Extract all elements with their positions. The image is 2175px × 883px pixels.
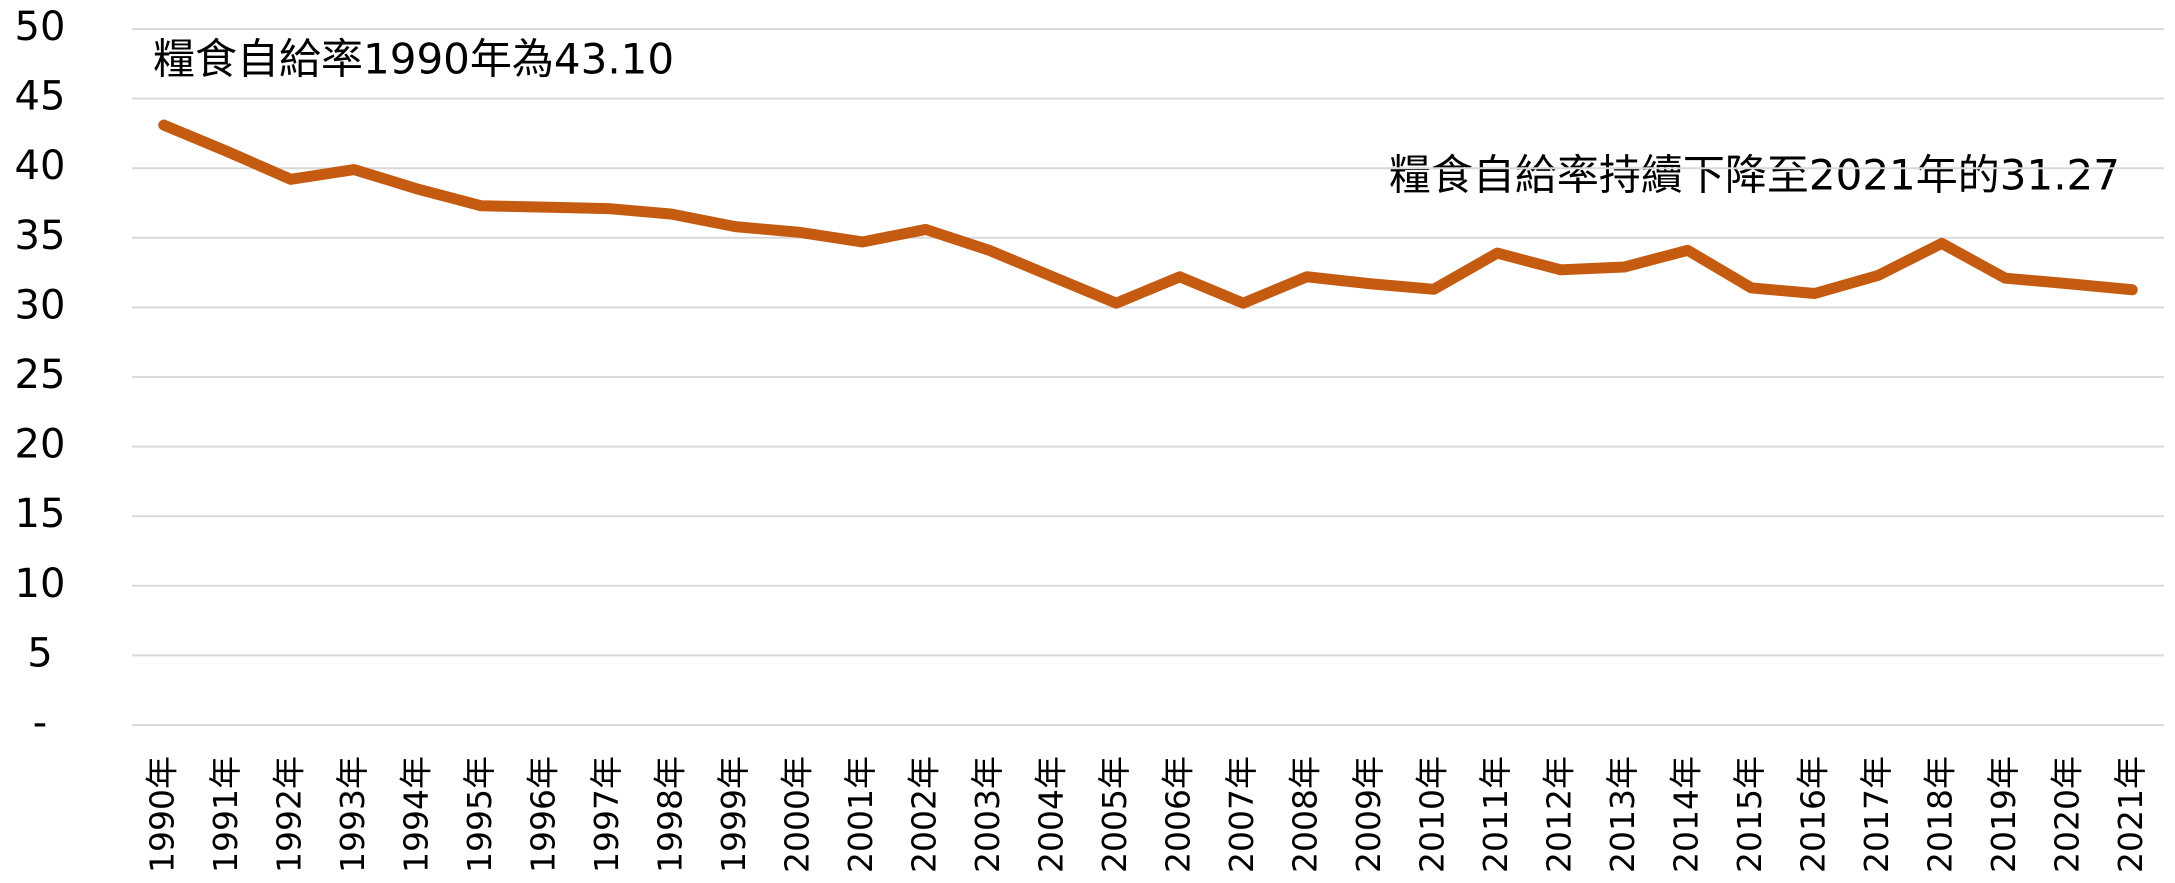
x-tick-label: 2014年	[1666, 756, 1705, 873]
x-tick-label: 1999年	[714, 756, 753, 873]
x-tick-label: 2019年	[1984, 756, 2023, 873]
y-tick-label: 45	[15, 74, 66, 120]
x-tick-label: 2011年	[1476, 756, 1515, 873]
x-tick-label: 2010年	[1412, 756, 1451, 873]
x-tick-label: 2012年	[1539, 756, 1578, 873]
annotation: 糧食自給率1990年為43.10	[153, 35, 674, 84]
x-tick-label: 2001年	[841, 756, 880, 873]
x-tick-label: 2004年	[1031, 756, 1070, 873]
x-tick-label: 1992年	[269, 756, 308, 873]
x-tick-label: 1996年	[523, 756, 562, 873]
x-tick-label: 1997年	[587, 756, 626, 873]
line	[158, 119, 2138, 309]
x-tick-label: 2017年	[1857, 756, 1896, 873]
x-tick-label: 1994年	[396, 756, 435, 873]
x-tick-label: 1995年	[460, 756, 499, 873]
x-tick-label: 1990年	[142, 756, 181, 873]
x-tick-label: 2003年	[968, 756, 1007, 873]
x-tick-label: 2002年	[904, 756, 943, 873]
y-tick-label: 50	[15, 4, 66, 50]
x-tick-label: 1998年	[650, 756, 689, 873]
x-tick-label: 2006年	[1158, 756, 1197, 873]
x-tick-label: 2015年	[1730, 756, 1769, 873]
x-tick-label: 2020年	[2047, 756, 2086, 873]
y-tick-label: 20	[15, 422, 66, 468]
y-tick-label: 10	[15, 561, 66, 607]
y-tick-label: 35	[15, 213, 66, 259]
x-tick-label: 2005年	[1095, 756, 1134, 873]
annotation: 糧食自給率持續下降至2021年的31.27	[1389, 151, 2120, 200]
x-tick-label: 2000年	[777, 756, 816, 873]
y-tick-label: 30	[15, 282, 66, 328]
y-tick-label: 25	[15, 352, 66, 398]
y-tick-label: -	[33, 700, 47, 746]
x-tick-label: 2016年	[1793, 756, 1832, 873]
x-tick-label: 1991年	[206, 756, 245, 873]
y-tick-label: 15	[15, 491, 66, 537]
y-tick-label: 5	[27, 630, 52, 676]
x-tick-label: 2009年	[1349, 756, 1388, 873]
x-tick-label: 2008年	[1285, 756, 1324, 873]
x-tick-label: 2021年	[2111, 756, 2150, 873]
x-tick-label: 2013年	[1603, 756, 1642, 873]
x-tick-label: 2018年	[1920, 756, 1959, 873]
y-tick-label: 40	[15, 143, 66, 189]
x-tick-label: 2007年	[1222, 756, 1261, 873]
x-tick-label: 1993年	[333, 756, 372, 873]
